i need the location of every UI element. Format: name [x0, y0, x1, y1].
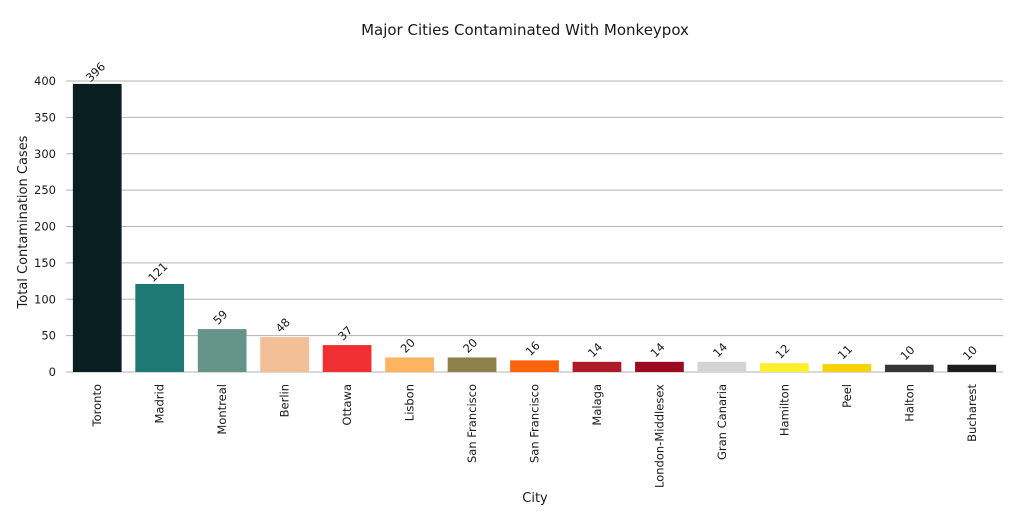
x-tick-label: San Francisco	[528, 384, 542, 463]
bar	[197, 329, 247, 372]
y-tick-label: 350	[34, 110, 56, 124]
bar	[72, 83, 122, 372]
data-label: 20	[398, 335, 418, 355]
x-tick-label: Berlin	[278, 384, 292, 417]
x-tick-label: Hamilton	[777, 384, 791, 436]
x-tick-label: Malaga	[590, 384, 604, 426]
x-tick-label: Lisbon	[403, 384, 417, 421]
data-label: 10	[960, 343, 980, 363]
bar	[385, 357, 434, 372]
x-axis-ticks: Toronto Madrid Montreal Berlin Ottawa Lisbon S…	[90, 384, 979, 488]
y-axis-ticks: 0 50 100 150 200 250 300 350 400	[34, 74, 56, 379]
data-label: 14	[585, 340, 605, 360]
x-tick-label: Gran Canaria	[715, 384, 729, 460]
y-tick-label: 0	[49, 365, 56, 379]
data-label: 48	[273, 315, 293, 335]
bar	[947, 364, 997, 372]
bar	[322, 345, 372, 372]
bar	[260, 337, 309, 372]
data-label: 14	[647, 340, 667, 360]
y-tick-label: 150	[34, 256, 56, 270]
x-tick-label: Halton	[902, 384, 916, 422]
y-tick-label: 50	[41, 329, 56, 343]
bar	[697, 361, 747, 372]
data-label: 14	[710, 340, 730, 360]
x-tick-label: Bucharest	[965, 384, 979, 442]
x-axis-label: City	[522, 491, 548, 506]
data-label: 16	[523, 338, 543, 358]
bar	[510, 360, 559, 372]
data-label: 12	[772, 341, 792, 361]
bar	[135, 283, 185, 372]
y-tick-label: 300	[34, 147, 56, 161]
y-tick-label: 250	[34, 183, 56, 197]
x-tick-label: Toronto	[90, 384, 104, 427]
data-label: 59	[210, 307, 230, 327]
gridlines	[66, 80, 1003, 373]
bar	[760, 363, 809, 372]
x-tick-label: Madrid	[153, 384, 167, 424]
chart-title: Major Cities Contaminated With Monkeypox	[361, 21, 689, 39]
bar	[447, 357, 497, 372]
data-label: 10	[897, 343, 917, 363]
bar	[822, 363, 872, 372]
y-axis-label: Total Contamination Cases	[16, 135, 31, 309]
bar	[884, 364, 934, 372]
y-tick-label: 100	[34, 292, 56, 306]
x-tick-label: Ottawa	[340, 384, 354, 426]
y-tick-label: 400	[34, 74, 56, 88]
x-tick-label: London-Middlesex	[652, 384, 666, 488]
x-tick-label: Montreal	[215, 384, 229, 435]
data-label: 20	[460, 335, 480, 355]
x-tick-label: San Francisco	[465, 384, 479, 463]
bar	[572, 361, 622, 372]
bars	[72, 83, 997, 372]
x-tick-label: Peel	[840, 384, 854, 408]
data-label: 11	[835, 342, 855, 362]
data-label: 37	[335, 323, 355, 343]
y-tick-label: 200	[34, 220, 56, 234]
bar	[635, 361, 684, 372]
